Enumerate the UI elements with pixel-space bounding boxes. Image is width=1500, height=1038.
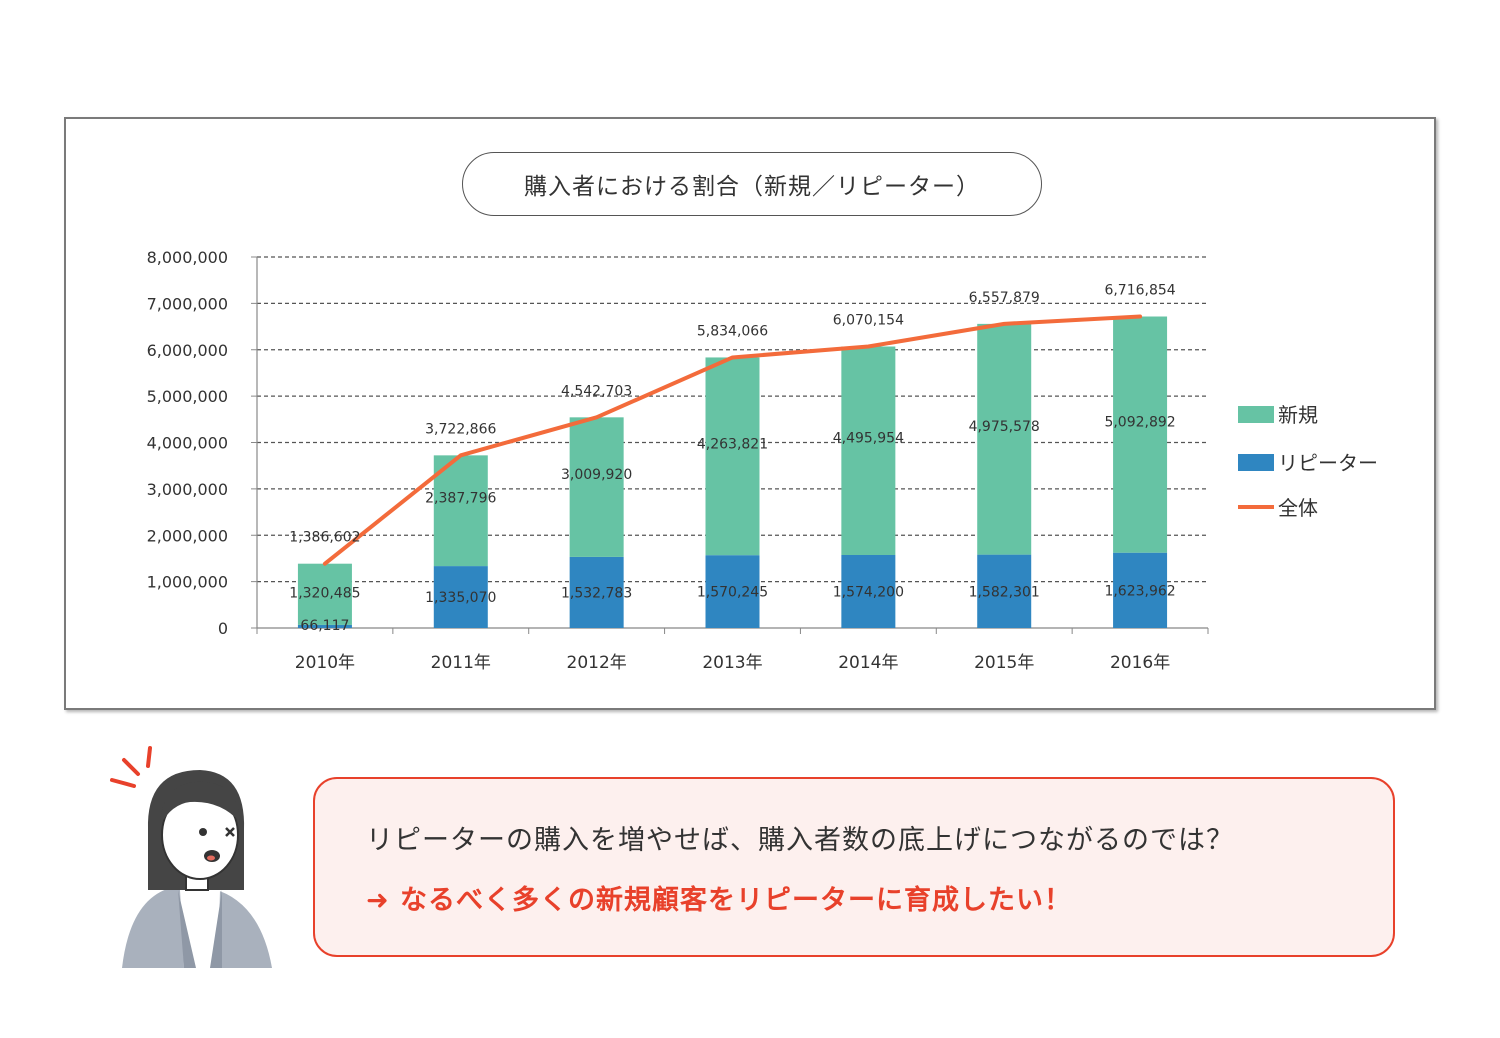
data-label-new: 1,320,485 [289,586,360,602]
data-label-repeater: 1,532,783 [561,585,632,601]
person-illustration [110,746,272,968]
y-tick-label: 5,000,000 [147,387,228,406]
bar-repeater [841,554,896,628]
legend-label-total: 全体 [1278,496,1318,520]
bar-new [841,346,896,555]
legend-label-new: 新規 [1278,403,1318,427]
speech-bubble [313,777,1395,957]
data-label-new: 4,975,578 [969,419,1040,435]
data-label-new: 2,387,796 [425,491,496,507]
bar-repeater [433,566,488,628]
bar-new [569,417,624,557]
data-label-new: 4,495,954 [833,431,904,447]
arrow-icon: ➜ [366,885,390,916]
data-label-total: 6,070,154 [833,312,904,328]
y-tick-label: 7,000,000 [147,294,228,313]
legend-swatch-new [1238,406,1274,423]
line-total [322,314,1143,566]
bar-repeater [297,624,352,628]
data-label-repeater: 1,335,070 [425,590,496,606]
callout-conclusion: なるべく多くの新規顧客をリピーターに育成したい！ [400,885,1073,916]
y-tick-label: 2,000,000 [147,526,228,545]
x-tick-label: 2015年 [974,653,1034,673]
y-tick-label: 8,000,000 [147,248,228,267]
y-tick-label: 6,000,000 [147,341,228,360]
data-label-repeater: 1,623,962 [1104,583,1175,599]
x-tick-label: 2014年 [838,653,898,673]
x-tick-label: 2010年 [295,653,355,673]
data-label-new: 5,092,892 [1104,415,1175,431]
data-label-total: 1,386,602 [289,530,360,546]
x-tick-label: 2011年 [431,653,491,673]
data-label-new: 3,009,920 [561,467,632,483]
data-label-total: 4,542,703 [561,383,632,399]
legend-swatch-repeater [1238,454,1274,471]
data-label-repeater: 1,574,200 [833,584,904,600]
callout-question: リピーターの購入を増やせば、購入者数の底上げにつながるのでは？ [366,825,1234,856]
legend-label-repeater: リピーター [1278,451,1378,475]
y-tick-label: 1,000,000 [147,573,228,592]
bar-new [297,563,352,625]
bar-repeater [977,554,1032,628]
data-label-repeater: 66,117 [300,618,349,634]
bar-new [705,357,760,556]
data-label-repeater: 1,570,245 [697,585,768,601]
y-tick-label: 3,000,000 [147,480,228,499]
x-tick-label: 2016年 [1110,653,1170,673]
callout-conclusion-line: ➜ なるべく多くの新規顧客をリピーターに育成したい！ [366,878,1072,917]
y-tick-label: 0 [218,619,228,638]
bar-repeater [569,556,624,628]
data-label-total: 6,557,879 [969,290,1040,306]
data-label-total: 3,722,866 [425,421,496,437]
data-label-repeater: 1,582,301 [969,584,1040,600]
surprise-lines-icon [110,746,152,788]
chart-title: 購入者における割合（新規／リピーター） [462,152,1042,216]
bar-repeater [1113,552,1168,628]
y-tick-label: 4,000,000 [147,434,228,453]
x-tick-label: 2013年 [702,653,762,673]
bar-new [1113,316,1168,553]
data-label-total: 5,834,066 [697,323,768,339]
data-label-total: 6,716,854 [1104,283,1175,299]
bar-repeater [705,555,760,628]
data-label-new: 4,263,821 [697,436,768,452]
x-tick-label: 2012年 [567,653,627,673]
bar-new [433,455,488,567]
bar-new [977,323,1032,555]
